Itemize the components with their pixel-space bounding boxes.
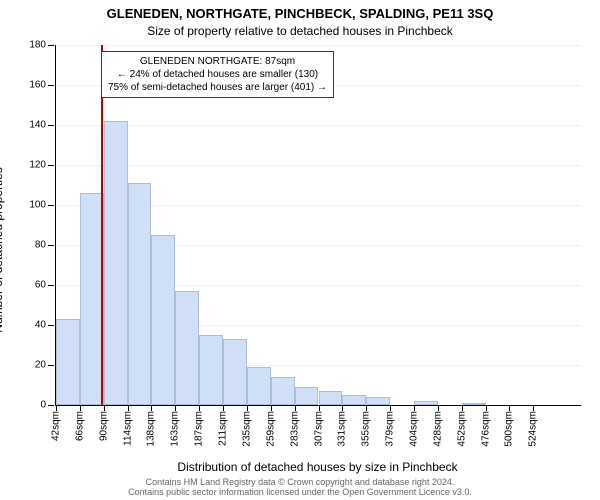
chart-container: GLENEDEN, NORTHGATE, PINCHBECK, SPALDING… — [0, 0, 600, 500]
title-sub: Size of property relative to detached ho… — [0, 24, 600, 38]
x-tick-label: 259sqm — [265, 411, 276, 447]
histogram-bar — [342, 395, 366, 405]
title-main: GLENEDEN, NORTHGATE, PINCHBECK, SPALDING… — [0, 6, 600, 21]
histogram-bar — [199, 335, 223, 405]
histogram-bar — [151, 235, 175, 405]
plot-area: 02040608010012014016018042sqm66sqm90sqm1… — [55, 45, 581, 406]
histogram-bar — [128, 183, 152, 405]
x-tick-label: 307sqm — [313, 411, 324, 447]
histogram-bar — [223, 339, 247, 405]
histogram-bar — [319, 391, 343, 405]
histogram-bar — [414, 401, 438, 405]
x-tick-label: 42sqm — [51, 411, 62, 441]
y-tick-label: 40 — [35, 320, 56, 331]
x-tick-label: 452sqm — [456, 411, 467, 447]
y-tick-label: 160 — [29, 80, 56, 91]
x-axis-label: Distribution of detached houses by size … — [55, 460, 580, 474]
y-tick-label: 0 — [40, 400, 56, 411]
x-tick-label: 476sqm — [480, 411, 491, 447]
y-tick-label: 120 — [29, 160, 56, 171]
x-tick-label: 211sqm — [218, 411, 229, 446]
x-tick-label: 524sqm — [528, 411, 539, 447]
footer-credits: Contains HM Land Registry data © Crown c… — [0, 478, 600, 498]
gridline — [56, 45, 581, 46]
reference-line — [101, 45, 103, 405]
footer-line-2: Contains public sector information licen… — [0, 488, 600, 498]
y-tick-label: 60 — [35, 280, 56, 291]
x-tick-label: 500sqm — [504, 411, 515, 447]
x-tick-label: 379sqm — [385, 411, 396, 447]
histogram-bar — [56, 319, 80, 405]
histogram-bar — [104, 121, 128, 405]
x-tick-label: 428sqm — [432, 411, 443, 447]
y-tick-label: 100 — [29, 200, 56, 211]
annotation-line-2: ← 24% of detached houses are smaller (13… — [108, 68, 327, 81]
y-tick-label: 20 — [35, 360, 56, 371]
x-tick-label: 163sqm — [170, 411, 181, 447]
x-tick-label: 355sqm — [361, 411, 372, 447]
histogram-bar — [247, 367, 271, 405]
annotation-line-1: GLENEDEN NORTHGATE: 87sqm — [108, 55, 327, 68]
x-tick-label: 138sqm — [146, 411, 157, 447]
y-axis-label: Number of detached properties — [0, 70, 5, 430]
annotation-line-3: 75% of semi-detached houses are larger (… — [108, 81, 327, 94]
y-tick-label: 180 — [29, 40, 56, 51]
histogram-bar — [295, 387, 319, 405]
histogram-bar — [462, 403, 486, 405]
y-tick-label: 80 — [35, 240, 56, 251]
x-tick-label: 90sqm — [98, 411, 109, 441]
x-tick-label: 331sqm — [337, 411, 348, 447]
gridline — [56, 165, 581, 166]
x-tick-label: 404sqm — [408, 411, 419, 447]
x-tick-label: 235sqm — [241, 411, 252, 447]
y-tick-label: 140 — [29, 120, 56, 131]
x-tick-label: 187sqm — [194, 411, 205, 447]
gridline — [56, 125, 581, 126]
histogram-bar — [175, 291, 199, 405]
x-tick-label: 283sqm — [289, 411, 300, 447]
histogram-bar — [366, 397, 390, 405]
x-tick-label: 66sqm — [74, 411, 85, 441]
histogram-bar — [271, 377, 295, 405]
x-tick-label: 114sqm — [122, 411, 133, 446]
annotation-box: GLENEDEN NORTHGATE: 87sqm ← 24% of detac… — [101, 51, 334, 98]
